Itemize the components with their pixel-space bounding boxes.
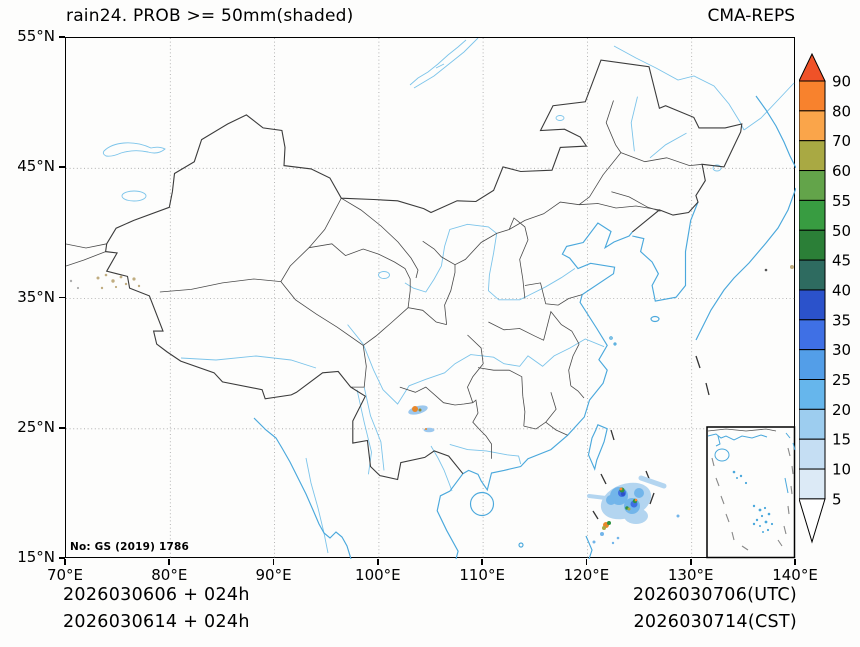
- colorbar-segment: [799, 439, 825, 469]
- colorbar-segment: [799, 111, 825, 141]
- colorbar-segment: [799, 380, 825, 410]
- colorbar-segment: [799, 200, 825, 230]
- x-tick-label: 110°E: [440, 566, 524, 584]
- colorbar-segment: [799, 320, 825, 350]
- valid-time-cst: 2026030714(CST): [497, 612, 797, 632]
- y-tick-mark: [59, 166, 65, 168]
- colorbar-tick-label: 45: [832, 252, 851, 270]
- x-tick-label: 70°E: [23, 566, 107, 584]
- x-tick-mark: [481, 559, 483, 565]
- colorbar-segment: [799, 350, 825, 380]
- colorbar-tick-label: 80: [832, 102, 851, 120]
- national-border: [106, 60, 742, 479]
- colorbar-tick-label: 30: [832, 341, 851, 359]
- colorbar-tick-label: 50: [832, 222, 851, 240]
- y-tick-label: 45°N: [0, 157, 55, 175]
- x-tick-label: 130°E: [649, 566, 733, 584]
- init-time-cst: 2026030614 + 024h: [63, 612, 250, 632]
- x-tick-label: 120°E: [544, 566, 628, 584]
- province-borders: [66, 101, 702, 459]
- x-tick-mark: [377, 559, 379, 565]
- x-tick-mark: [64, 559, 66, 565]
- x-tick-label: 140°E: [753, 566, 837, 584]
- colorbar-segment: [799, 260, 825, 290]
- x-tick-mark: [273, 559, 275, 565]
- x-tick-label: 90°E: [232, 566, 316, 584]
- colorbar-segment: [799, 141, 825, 171]
- colorbar-segment: [799, 171, 825, 201]
- colorbar-tick-label: 70: [832, 132, 851, 150]
- graticule-gridlines: [66, 38, 796, 559]
- map-panel: No: GS (2019) 1786: [65, 37, 795, 558]
- x-tick-mark: [168, 559, 170, 565]
- probability-shading: [70, 265, 794, 544]
- colorbar-segment: [799, 469, 825, 499]
- south-china-sea-inset: [707, 427, 795, 558]
- y-tick-label: 15°N: [0, 548, 55, 566]
- chart-title: rain24. PROB >= 50mm(shaded): [66, 6, 353, 26]
- colorbar-tick-label: 35: [832, 311, 851, 329]
- y-tick-mark: [59, 427, 65, 429]
- colorbar-tick-label: 25: [832, 371, 851, 389]
- y-tick-label: 25°N: [0, 418, 55, 436]
- colorbar-tick-label: 55: [832, 192, 851, 210]
- model-name-label: CMA-REPS: [665, 6, 795, 26]
- colorbar-tick-label: 90: [832, 73, 851, 91]
- x-tick-label: 80°E: [127, 566, 211, 584]
- publication-note: No: GS (2019) 1786: [70, 541, 189, 553]
- weather-forecast-figure: rain24. PROB >= 50mm(shaded) CMA-REPS: [0, 0, 860, 647]
- colorbar-tick-label: 5: [832, 490, 842, 508]
- colorbar-under-arrow: [799, 499, 825, 542]
- x-tick-mark: [690, 559, 692, 565]
- y-tick-mark: [59, 297, 65, 299]
- china-map-canvas: [66, 38, 796, 559]
- colorbar-segment: [799, 81, 825, 111]
- y-tick-label: 35°N: [0, 288, 55, 306]
- probability-colorbar: 90 80 70 60 55 50 45 40 35 30 25 20 15 10 5: [799, 53, 860, 547]
- colorbar-tick-label: 15: [832, 431, 851, 449]
- colorbar-segment: [799, 230, 825, 260]
- init-time-utc: 2026030606 + 024h: [63, 585, 250, 605]
- x-tick-label: 100°E: [336, 566, 420, 584]
- y-tick-label: 55°N: [0, 27, 55, 45]
- colorbar-segment: [799, 290, 825, 320]
- colorbar-tick-label: 10: [832, 461, 851, 479]
- y-tick-mark: [59, 557, 65, 559]
- colorbar-over-arrow: [799, 54, 825, 81]
- colorbar-segment: [799, 409, 825, 439]
- colorbar-tick-label: 40: [832, 281, 851, 299]
- x-tick-mark: [586, 559, 588, 565]
- y-tick-mark: [59, 36, 65, 38]
- valid-time-utc: 2026030706(UTC): [497, 585, 797, 605]
- colorbar-tick-label: 20: [832, 401, 851, 419]
- colorbar-tick-label: 60: [832, 162, 851, 180]
- x-tick-mark: [794, 559, 796, 565]
